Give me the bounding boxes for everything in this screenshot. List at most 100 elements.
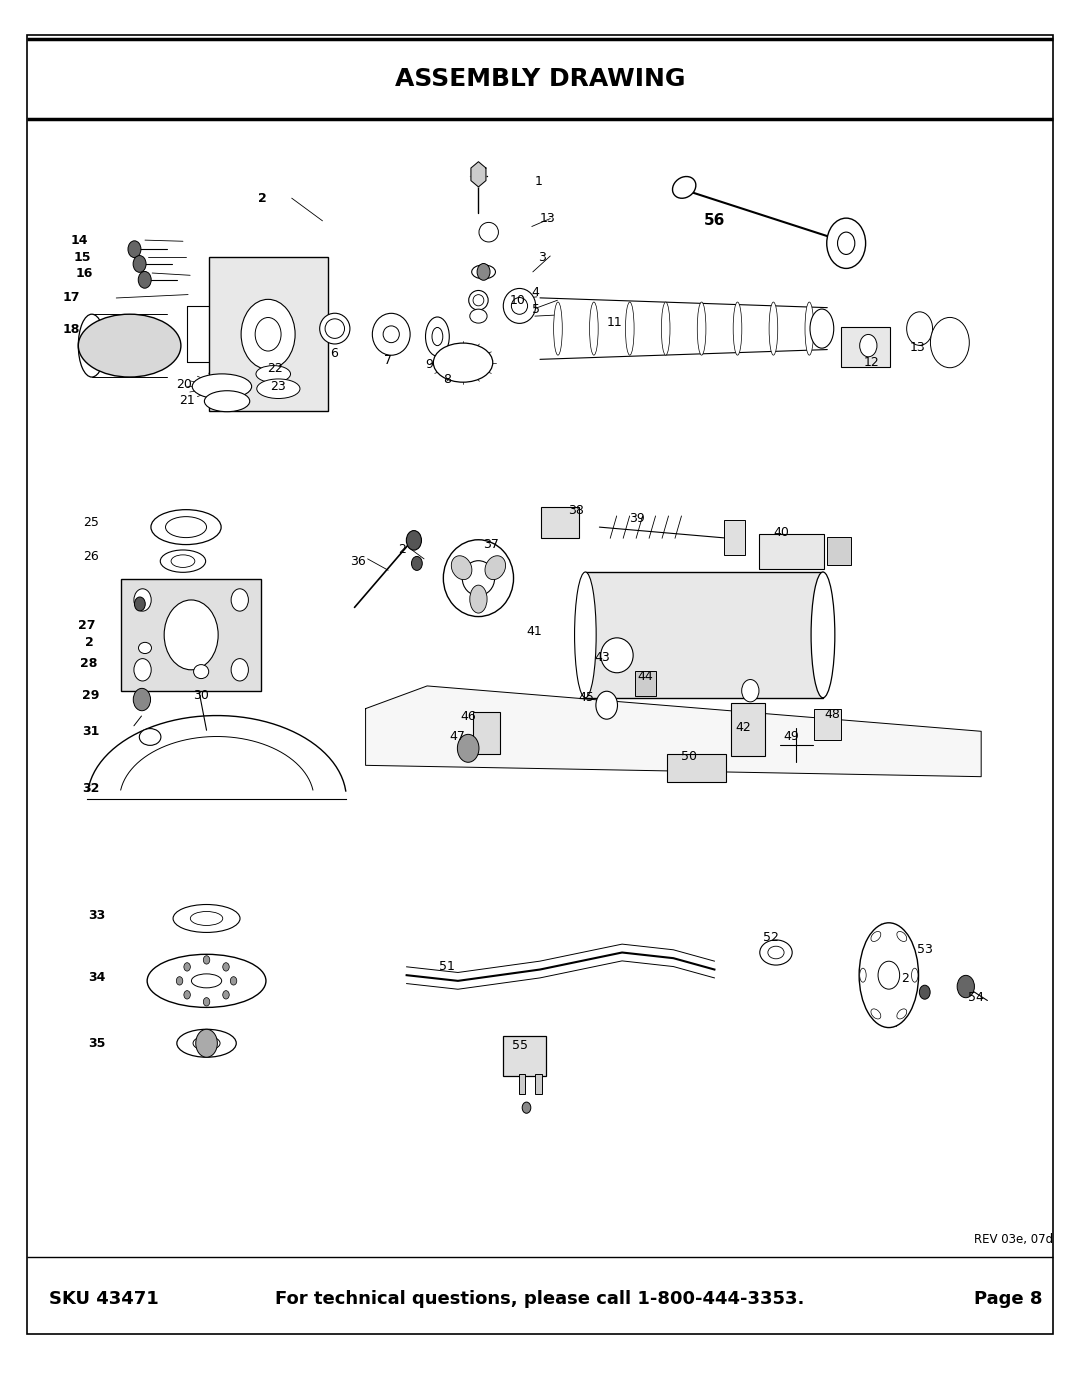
Ellipse shape xyxy=(177,1030,237,1058)
Circle shape xyxy=(184,990,190,999)
Text: 13: 13 xyxy=(909,341,926,355)
Polygon shape xyxy=(365,686,981,777)
Text: 31: 31 xyxy=(82,725,99,738)
Ellipse shape xyxy=(811,571,835,697)
Text: 32: 32 xyxy=(82,781,99,795)
Text: 43: 43 xyxy=(594,651,610,664)
Bar xyxy=(502,1037,545,1076)
Text: 48: 48 xyxy=(824,708,840,721)
Circle shape xyxy=(878,961,900,989)
Ellipse shape xyxy=(432,327,443,345)
Circle shape xyxy=(129,240,140,257)
Ellipse shape xyxy=(433,344,492,383)
Circle shape xyxy=(134,658,151,680)
Circle shape xyxy=(222,963,229,971)
Circle shape xyxy=(138,271,151,288)
Ellipse shape xyxy=(485,556,505,580)
Ellipse shape xyxy=(426,317,449,356)
Circle shape xyxy=(255,317,281,351)
Text: 36: 36 xyxy=(350,555,366,567)
Text: 56: 56 xyxy=(704,214,726,228)
Text: Page 8: Page 8 xyxy=(974,1291,1042,1308)
Ellipse shape xyxy=(257,379,300,398)
Circle shape xyxy=(838,232,855,254)
Text: 10: 10 xyxy=(510,293,525,307)
Ellipse shape xyxy=(698,302,706,355)
Ellipse shape xyxy=(769,302,778,355)
Ellipse shape xyxy=(204,391,249,412)
Circle shape xyxy=(133,256,146,272)
Text: 55: 55 xyxy=(512,1039,528,1052)
Text: 13: 13 xyxy=(540,212,556,225)
Text: 2: 2 xyxy=(258,191,267,204)
Text: 53: 53 xyxy=(917,943,932,956)
Text: 21: 21 xyxy=(179,394,194,407)
Bar xyxy=(814,708,841,739)
Text: 42: 42 xyxy=(734,721,751,735)
Ellipse shape xyxy=(469,291,488,310)
Ellipse shape xyxy=(373,313,410,355)
Ellipse shape xyxy=(78,314,180,377)
Circle shape xyxy=(596,692,618,719)
Ellipse shape xyxy=(139,729,161,746)
Ellipse shape xyxy=(320,313,350,344)
Bar xyxy=(518,1074,525,1094)
Text: 16: 16 xyxy=(76,267,93,279)
Text: 52: 52 xyxy=(762,932,779,944)
Text: 30: 30 xyxy=(193,689,210,701)
Text: 26: 26 xyxy=(83,550,99,563)
Bar xyxy=(758,534,824,570)
Circle shape xyxy=(176,977,183,985)
Text: REV 03e, 07d: REV 03e, 07d xyxy=(974,1234,1053,1246)
Text: 39: 39 xyxy=(630,511,645,524)
Ellipse shape xyxy=(896,1009,907,1018)
Text: 11: 11 xyxy=(607,317,622,330)
Ellipse shape xyxy=(173,904,240,932)
Bar xyxy=(827,536,851,564)
Ellipse shape xyxy=(171,555,194,567)
Circle shape xyxy=(164,599,218,669)
Text: 25: 25 xyxy=(83,515,99,529)
Text: 7: 7 xyxy=(384,353,392,367)
Text: 23: 23 xyxy=(270,380,286,393)
Circle shape xyxy=(919,985,930,999)
Ellipse shape xyxy=(870,932,881,942)
Text: 41: 41 xyxy=(527,624,542,638)
Text: 8: 8 xyxy=(444,373,451,386)
Text: 33: 33 xyxy=(89,908,106,922)
Text: 4: 4 xyxy=(531,286,540,299)
Text: 46: 46 xyxy=(460,710,475,724)
Ellipse shape xyxy=(190,911,222,925)
Text: 27: 27 xyxy=(79,619,96,633)
Text: 44: 44 xyxy=(637,671,653,683)
Text: 49: 49 xyxy=(783,731,799,743)
Text: 2: 2 xyxy=(85,636,94,650)
Text: 54: 54 xyxy=(968,992,984,1004)
Text: 1: 1 xyxy=(535,175,543,187)
Ellipse shape xyxy=(575,571,596,697)
Ellipse shape xyxy=(673,176,696,198)
Ellipse shape xyxy=(870,1009,881,1018)
Bar xyxy=(666,754,726,782)
Text: SKU 43471: SKU 43471 xyxy=(49,1291,159,1308)
Ellipse shape xyxy=(912,968,918,982)
Circle shape xyxy=(222,990,229,999)
Polygon shape xyxy=(471,162,486,187)
Text: 12: 12 xyxy=(863,356,879,369)
Ellipse shape xyxy=(443,539,514,616)
Ellipse shape xyxy=(256,366,291,383)
Bar xyxy=(841,327,890,366)
Ellipse shape xyxy=(151,510,221,545)
Circle shape xyxy=(411,556,422,570)
Bar xyxy=(536,1074,541,1094)
Circle shape xyxy=(195,1030,217,1058)
Circle shape xyxy=(241,299,295,369)
Circle shape xyxy=(184,963,190,971)
Ellipse shape xyxy=(896,932,907,942)
Text: ASSEMBLY DRAWING: ASSEMBLY DRAWING xyxy=(395,67,685,91)
Circle shape xyxy=(523,1102,531,1113)
Ellipse shape xyxy=(462,560,495,595)
Ellipse shape xyxy=(165,517,206,538)
Text: 18: 18 xyxy=(63,323,80,337)
Circle shape xyxy=(860,334,877,356)
